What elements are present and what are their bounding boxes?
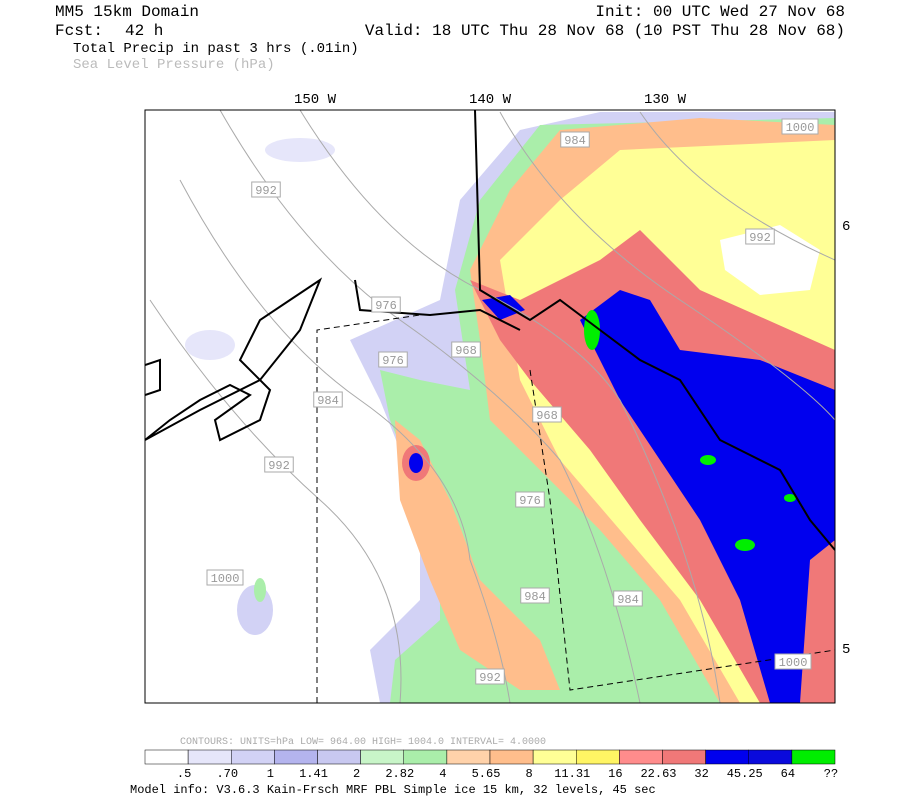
contour-label-box (451, 341, 481, 358)
field-title: Sea Level Pressure (hPa) (73, 57, 275, 73)
contour-label: 968 (455, 344, 477, 358)
legend-swatch (748, 749, 793, 765)
contour-label: 968 (536, 409, 558, 423)
legend-swatch (705, 749, 749, 765)
contour-label-box (313, 391, 343, 408)
legend-label: ?? (824, 767, 838, 781)
fcst-hours: 42 h (125, 22, 163, 40)
contour-label: 992 (268, 459, 290, 473)
fcst-label: Fcst: (55, 22, 103, 40)
field-title: Total Precip in past 3 hrs (.01in) (73, 41, 359, 57)
contour-label: 976 (519, 494, 541, 508)
contour-label-box (520, 587, 550, 604)
legend-swatch (576, 749, 620, 765)
map-frame (144, 109, 836, 704)
init-time: Init: 00 UTC Wed 27 Nov 68 (595, 3, 845, 21)
contour-label: 984 (564, 134, 586, 148)
legend-swatch (317, 749, 361, 765)
lon-label: 150 W (294, 92, 337, 108)
contour-label-box (515, 491, 545, 508)
contour-label-box (371, 296, 401, 313)
contour-label-box (206, 569, 244, 586)
legend-swatch (489, 749, 534, 765)
contours-info: CONTOURS: UNITS=hPa LOW= 964.00 HIGH= 10… (180, 736, 546, 748)
legend-label: .70 (216, 767, 238, 781)
legend-label: 5.65 (472, 767, 501, 781)
legend-label: 2.82 (385, 767, 414, 781)
contour-label-box (264, 456, 294, 473)
legend-swatch (532, 749, 577, 765)
contour-label-box (251, 181, 281, 198)
contour-labels: 984 992 992 976 976 968 984 968 992 976 984 984 1000… (206, 118, 819, 685)
legend-swatch (187, 749, 232, 765)
legend-swatch (791, 749, 836, 765)
contour-label: 992 (479, 671, 501, 685)
legend-swatch (403, 749, 448, 765)
legend-label: 1 (267, 767, 274, 781)
contour-label-box (613, 590, 643, 607)
legend-swatch (446, 749, 491, 765)
lon-label: 130 W (644, 92, 687, 108)
legend-swatch (274, 749, 318, 765)
legend: .5 .70 1 1.41 2 2.82 4 5.65 8 11.31 16 22.63 32 45.25… (144, 749, 838, 781)
contour-label-box (532, 406, 562, 423)
legend-label: 4 (439, 767, 446, 781)
contour-label: 1000 (786, 121, 815, 135)
legend-label: 16 (608, 767, 622, 781)
contour-label: 1000 (779, 656, 808, 670)
model-title: MM5 15km Domain (55, 3, 199, 21)
lat-label: 5 (842, 642, 850, 658)
valid-time: Valid: 18 UTC Thu 28 Nov 68 (10 PST Thu … (365, 22, 845, 40)
legend-swatch (144, 749, 189, 765)
contour-label-box (781, 118, 819, 135)
contour-label-box (475, 668, 505, 685)
lat-label: 6 (842, 219, 850, 235)
precip-field (145, 110, 835, 703)
legend-label: 32 (694, 767, 708, 781)
lon-label: 140 W (469, 92, 512, 108)
contour-label: 984 (317, 394, 339, 408)
contour-label: 1000 (211, 572, 240, 586)
contour-label: 992 (749, 231, 771, 245)
contour-label: 984 (524, 590, 546, 604)
legend-swatch (619, 749, 663, 765)
contour-label: 984 (617, 593, 639, 607)
legend-label: 22.63 (640, 767, 676, 781)
contour-label-box (774, 653, 812, 670)
legend-label: 45.25 (727, 767, 763, 781)
contour-label-box (745, 228, 775, 245)
contour-label-box (378, 351, 408, 368)
legend-label: 1.41 (299, 767, 328, 781)
legend-label: 2 (353, 767, 360, 781)
legend-label: 8 (526, 767, 533, 781)
legend-swatch (231, 749, 275, 765)
legend-swatch (360, 749, 404, 765)
contour-label: 976 (382, 354, 404, 368)
legend-label: 11.31 (554, 767, 590, 781)
legend-label: 64 (781, 767, 795, 781)
model-info: Model info: V3.6.3 Kain-Frsch MRF PBL Si… (130, 783, 656, 797)
contour-label: 992 (255, 184, 277, 198)
legend-label: .5 (177, 767, 191, 781)
contour-label-box (560, 131, 590, 148)
legend-swatch (662, 749, 706, 765)
contour-label: 976 (375, 299, 397, 313)
